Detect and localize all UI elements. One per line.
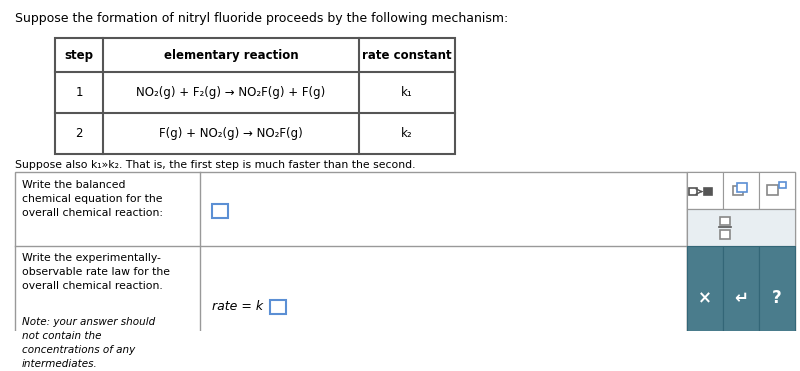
Bar xyxy=(687,246,795,351)
Text: Suppose the formation of nitryl fluoride proceeds by the following mechanism:: Suppose the formation of nitryl fluoride… xyxy=(15,12,508,24)
Text: ?: ? xyxy=(772,289,782,307)
Text: Write the experimentally-
observable rate law for the
overall chemical reaction.: Write the experimentally- observable rat… xyxy=(22,253,170,291)
Text: Note: your answer should
not contain the
concentrations of any
intermediates.: Note: your answer should not contain the… xyxy=(22,317,155,369)
Bar xyxy=(687,209,795,246)
Bar xyxy=(704,188,712,195)
Bar xyxy=(687,173,723,209)
Text: k₂: k₂ xyxy=(401,128,413,141)
Text: 2: 2 xyxy=(75,128,82,141)
Text: rate = k: rate = k xyxy=(212,300,263,313)
Bar xyxy=(723,173,759,209)
Text: k₁: k₁ xyxy=(401,86,413,99)
Text: Suppose also k₁»k₂. That is, the first step is much faster than the second.: Suppose also k₁»k₂. That is, the first s… xyxy=(15,160,415,170)
Bar xyxy=(723,246,759,351)
Bar xyxy=(759,173,795,209)
Bar xyxy=(689,188,697,195)
Text: rate constant: rate constant xyxy=(362,49,452,62)
Text: elementary reaction: elementary reaction xyxy=(164,49,298,62)
Text: Write the balanced
chemical equation for the
overall chemical reaction:: Write the balanced chemical equation for… xyxy=(22,180,163,217)
Text: F(g) + NO₂(g) → NO₂F(g): F(g) + NO₂(g) → NO₂F(g) xyxy=(159,128,303,141)
Text: 1: 1 xyxy=(75,86,82,99)
Text: ↵: ↵ xyxy=(734,289,748,307)
Bar xyxy=(687,246,723,351)
Bar xyxy=(720,217,730,226)
Text: ×: × xyxy=(698,289,712,307)
Text: NO₂(g) + F₂(g) → NO₂F(g) + F(g): NO₂(g) + F₂(g) → NO₂F(g) + F(g) xyxy=(136,86,326,99)
Bar xyxy=(15,173,687,351)
Text: step: step xyxy=(65,49,94,62)
Bar xyxy=(737,183,747,191)
Bar xyxy=(687,173,795,246)
Bar xyxy=(767,185,778,195)
Bar xyxy=(759,246,795,351)
Bar xyxy=(733,186,743,195)
Bar xyxy=(212,204,228,218)
Bar xyxy=(55,39,455,154)
Bar xyxy=(720,230,730,239)
Bar xyxy=(779,182,786,188)
Bar xyxy=(270,300,286,314)
